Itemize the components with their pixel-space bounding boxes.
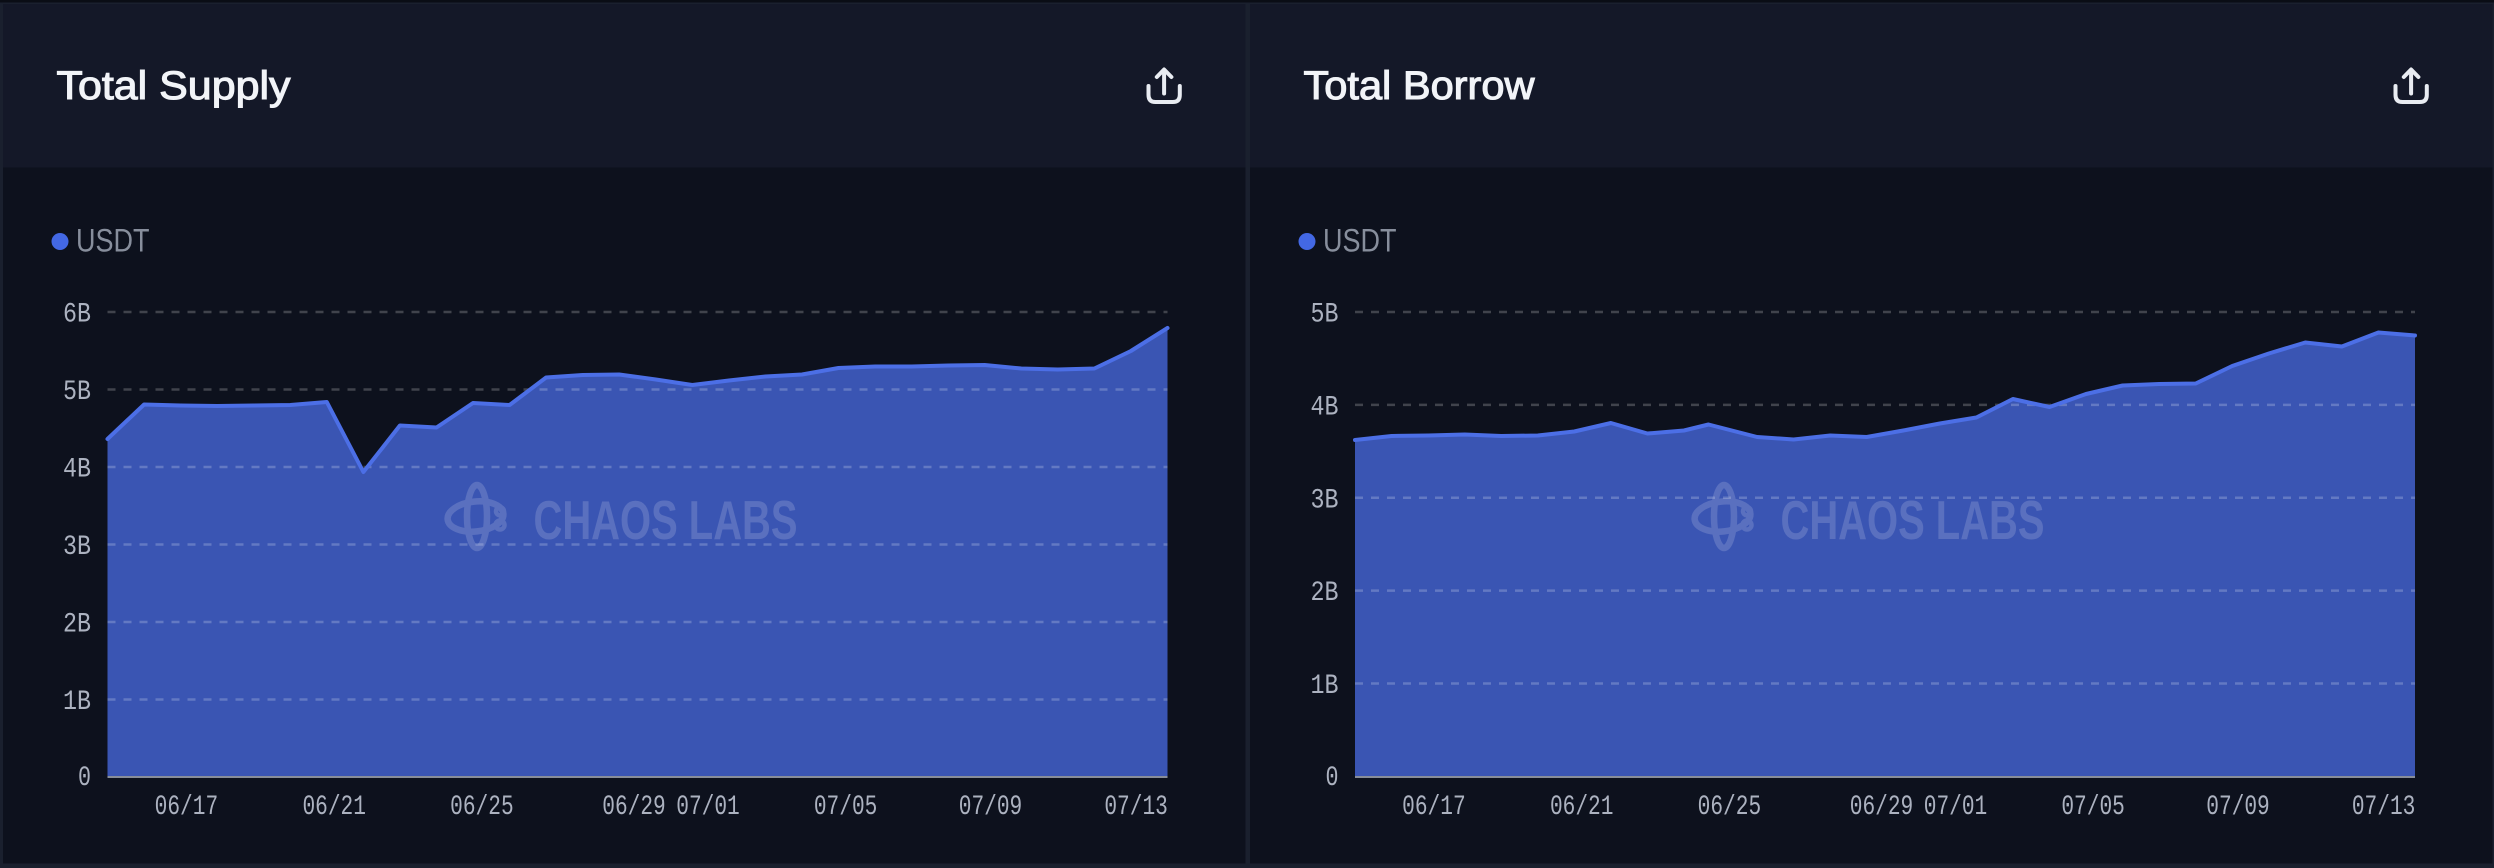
svg-text:07/01: 07/01	[676, 792, 740, 823]
svg-text:CHAOS LABS: CHAOS LABS	[1781, 489, 2045, 551]
svg-text:CHAOS LABS: CHAOS LABS	[534, 489, 798, 551]
svg-text:06/29: 06/29	[602, 792, 666, 823]
svg-text:06/29: 06/29	[1850, 792, 1914, 823]
svg-text:3B: 3B	[63, 532, 91, 563]
svg-text:Total Supply: Total Supply	[57, 64, 291, 108]
svg-text:5B: 5B	[63, 377, 91, 408]
svg-text:0: 0	[78, 763, 91, 794]
svg-text:06/25: 06/25	[1698, 792, 1762, 823]
svg-text:06/17: 06/17	[155, 792, 219, 823]
svg-text:2B: 2B	[63, 610, 91, 641]
svg-text:07/09: 07/09	[959, 792, 1023, 823]
svg-text:USDT: USDT	[1323, 223, 1397, 259]
svg-text:07/01: 07/01	[1924, 792, 1988, 823]
svg-text:06/21: 06/21	[1550, 792, 1614, 823]
svg-text:06/17: 06/17	[1402, 792, 1466, 823]
svg-text:1B: 1B	[1311, 671, 1339, 702]
svg-text:07/09: 07/09	[2206, 792, 2270, 823]
svg-text:4B: 4B	[1311, 392, 1339, 423]
svg-text:4B: 4B	[63, 455, 91, 486]
svg-text:1B: 1B	[63, 687, 91, 718]
svg-text:Total Borrow: Total Borrow	[1304, 64, 1535, 108]
svg-text:USDT: USDT	[76, 223, 150, 259]
svg-text:3B: 3B	[1311, 485, 1339, 516]
svg-text:2B: 2B	[1311, 578, 1339, 609]
svg-text:5B: 5B	[1311, 300, 1339, 331]
svg-text:06/21: 06/21	[302, 792, 366, 823]
svg-text:07/13: 07/13	[1104, 792, 1168, 823]
svg-text:06/25: 06/25	[450, 792, 514, 823]
svg-text:0: 0	[1326, 763, 1339, 794]
svg-text:07/13: 07/13	[2352, 792, 2416, 823]
svg-text:07/05: 07/05	[814, 792, 878, 823]
svg-text:07/05: 07/05	[2061, 792, 2125, 823]
svg-text:6B: 6B	[63, 300, 91, 331]
